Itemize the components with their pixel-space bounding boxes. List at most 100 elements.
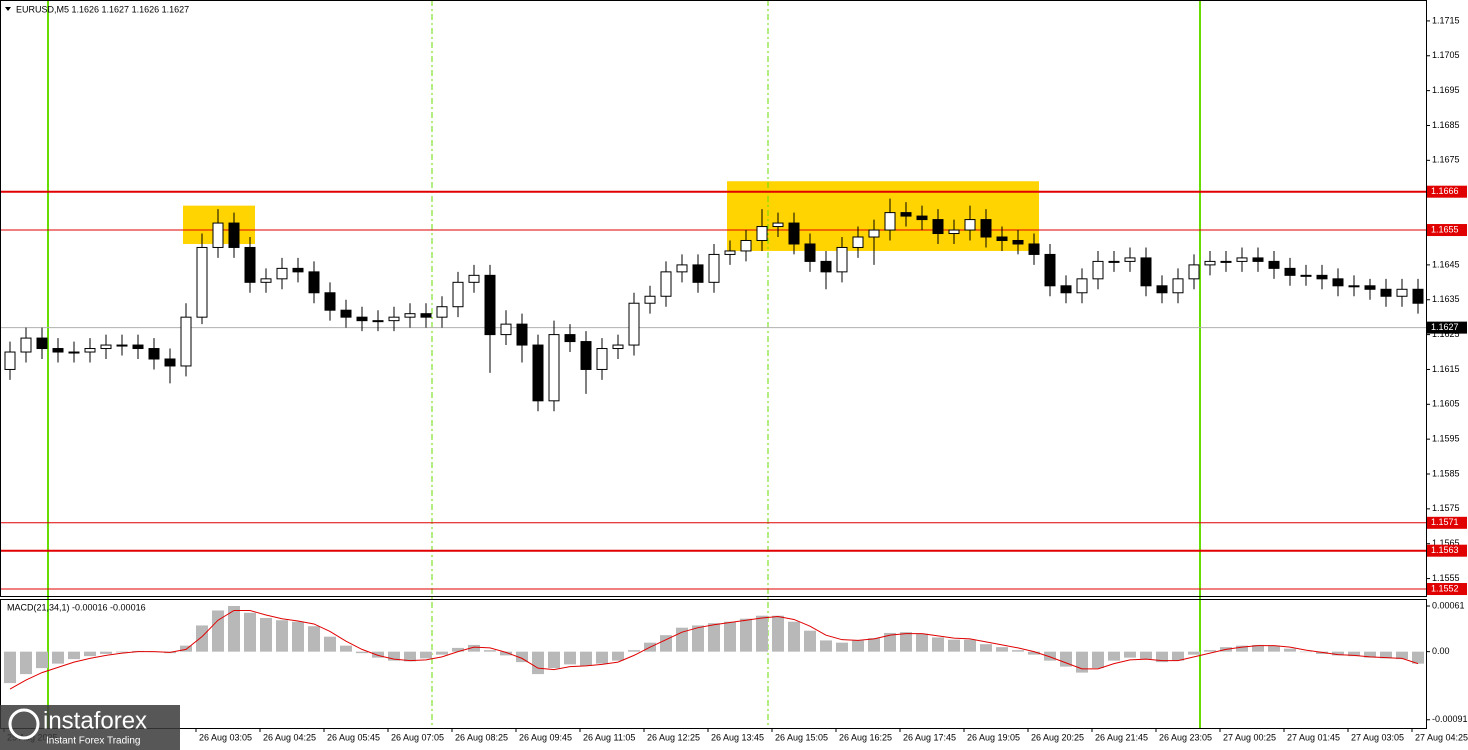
- y-tick-label: 1.1565: [1432, 538, 1460, 548]
- macd-bar: [580, 651, 592, 666]
- candle-body: [1012, 239, 1024, 245]
- candle-body: [1236, 257, 1248, 262]
- candle-body: [4, 351, 16, 370]
- x-tick-label: 26 Aug 05:45: [327, 732, 380, 742]
- macd-bar: [308, 626, 320, 652]
- candle-body: [820, 260, 832, 273]
- macd-bar: [804, 630, 816, 652]
- price-label-box: [1427, 516, 1467, 529]
- macd-bar: [740, 618, 752, 652]
- macd-bar: [20, 651, 32, 675]
- macd-bar: [1252, 644, 1264, 652]
- macd-bar: [884, 632, 896, 652]
- macd-bar: [228, 605, 240, 652]
- macd-bar: [484, 650, 496, 652]
- y-tick-label: 1.1605: [1432, 399, 1460, 409]
- macd-bar: [1268, 645, 1280, 652]
- macd-bar: [468, 644, 480, 652]
- x-tick-label: 26 Aug 03:05: [199, 732, 252, 742]
- candle-body: [644, 295, 656, 304]
- macd-bar: [612, 651, 624, 661]
- macd-bar: [260, 617, 272, 652]
- x-tick-label: 26 Aug 12:25: [647, 732, 700, 742]
- macd-bar: [900, 632, 912, 652]
- candle-body: [1124, 257, 1136, 262]
- candle-body: [852, 236, 864, 248]
- macd-bar: [1364, 651, 1376, 658]
- macd-bar: [836, 642, 848, 652]
- macd-bar: [1012, 650, 1024, 652]
- logo-tagline: Instant Forex Trading: [46, 736, 141, 747]
- candle-body: [948, 229, 960, 235]
- candle-body: [756, 226, 768, 241]
- macd-bar: [1332, 651, 1344, 656]
- candle-body: [596, 348, 608, 370]
- candle-body: [1188, 264, 1200, 280]
- candle-body: [1412, 288, 1424, 304]
- x-tick-label: 26 Aug 23:05: [1159, 732, 1212, 742]
- candle-body: [452, 281, 464, 308]
- price-label-box: [1427, 583, 1467, 596]
- price-label: 1.1552: [1431, 583, 1459, 593]
- candle-body: [660, 271, 672, 297]
- candle-body: [1396, 288, 1408, 297]
- x-tick-label: 26 Aug 09:45: [519, 732, 572, 742]
- macd-signal-line: [9, 609, 1419, 690]
- macd-bar: [1204, 650, 1216, 652]
- macd-bar: [68, 651, 80, 660]
- macd-bar: [212, 610, 224, 652]
- macd-bar: [500, 651, 512, 656]
- candle-body: [484, 274, 496, 336]
- y-tick-label: 1.1685: [1432, 120, 1460, 130]
- candle-body: [500, 323, 512, 336]
- candle-body: [932, 219, 944, 235]
- candle-body: [436, 306, 448, 318]
- macd-bar: [388, 651, 400, 661]
- macd-bar: [788, 621, 800, 652]
- candle-body: [356, 316, 368, 322]
- candle-body: [68, 351, 80, 354]
- candle-body: [420, 313, 432, 318]
- candle-body: [260, 278, 272, 283]
- macd-bar: [772, 615, 784, 652]
- candle-body: [900, 212, 912, 217]
- macd-bar: [244, 612, 256, 652]
- logo-name: instaforex: [43, 707, 147, 734]
- macd-bar: [996, 647, 1008, 652]
- x-tick-label: 27 Aug 01:45: [1287, 732, 1340, 742]
- macd-bar: [180, 645, 192, 652]
- candle-body: [1220, 260, 1232, 263]
- candle-body: [1092, 260, 1104, 280]
- y-tick-label: 1.1575: [1432, 503, 1460, 513]
- candle-body: [340, 309, 352, 318]
- candle-body: [1380, 288, 1392, 297]
- candle-body: [580, 341, 592, 370]
- macd-bar: [276, 620, 288, 652]
- y-tick-label: 1.1635: [1432, 294, 1460, 304]
- candle-body: [836, 246, 848, 273]
- candle-body: [708, 253, 720, 283]
- macd-bar: [1108, 651, 1120, 661]
- price-label-box: [1427, 224, 1467, 237]
- y-tick-label: 1.1705: [1432, 50, 1460, 60]
- candle-body: [1364, 285, 1376, 290]
- macd-bar: [324, 636, 336, 652]
- macd-bar: [564, 651, 576, 665]
- macd-bar: [1092, 651, 1104, 669]
- price-label-box: [1427, 321, 1467, 334]
- candle-body: [244, 246, 256, 283]
- candle-body: [532, 344, 544, 402]
- macd-bar: [820, 640, 832, 652]
- y-tick-label: 1.1555: [1432, 573, 1460, 583]
- macd-bar: [1348, 651, 1360, 657]
- macd-bar: [532, 651, 544, 675]
- plot: [0, 0, 1426, 728]
- candle-body: [116, 344, 128, 347]
- macd-bar: [116, 651, 128, 653]
- price-label: 1.1627: [1431, 322, 1459, 332]
- candle-body: [36, 337, 48, 350]
- candle-body: [692, 264, 704, 283]
- candle-body: [164, 358, 176, 367]
- y-tick-label: 1.1585: [1432, 468, 1460, 478]
